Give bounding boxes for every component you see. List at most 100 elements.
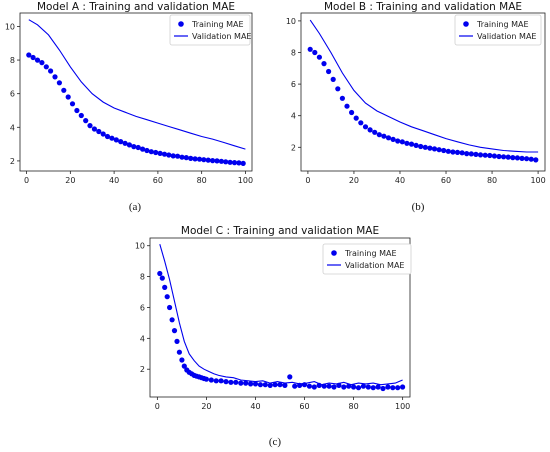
training-mae-point: [306, 383, 312, 389]
training-mae-point: [231, 160, 238, 166]
chart-panel-b: Model B : Training and validation MAE 0 20…: [286, 1, 546, 213]
panel-caption: (a): [129, 201, 142, 213]
training-mae-point: [330, 76, 336, 82]
training-mae-point: [223, 379, 229, 385]
training-mae-point: [400, 384, 406, 390]
training-mae-point: [48, 68, 54, 74]
training-mae-point: [159, 275, 165, 281]
training-mae-point: [43, 64, 49, 70]
training-mae-point: [376, 132, 382, 138]
training-mae-point: [267, 382, 273, 388]
x-tick-label: 20: [201, 402, 211, 411]
training-mae-point: [223, 159, 229, 165]
training-mae-point: [157, 270, 163, 277]
training-mae-point: [496, 153, 502, 160]
training-mae-point: [418, 143, 424, 150]
training-mae-point: [326, 68, 332, 75]
training-mae-point: [519, 155, 525, 161]
validation-mae-line: [28, 19, 246, 150]
training-mae-point: [510, 155, 516, 161]
training-mae-point: [144, 147, 150, 154]
training-mae-point: [339, 95, 345, 101]
x-tick-label: 40: [109, 176, 119, 185]
training-mae-point: [74, 107, 80, 114]
training-mae-point: [218, 158, 224, 164]
training-mae-point: [157, 150, 163, 156]
training-mae-point: [365, 384, 371, 390]
x-tick-label: 100: [395, 402, 410, 411]
training-mae-point: [395, 138, 401, 144]
training-mae-point: [236, 160, 242, 166]
training-mae-point: [201, 157, 207, 163]
training-mae-point: [96, 128, 102, 135]
training-mae-point: [287, 374, 293, 380]
training-mae-point: [218, 378, 224, 384]
training-mae-point: [69, 101, 76, 107]
legend-label: Training MAE: [191, 20, 244, 29]
training-mae-point: [307, 46, 313, 52]
training-mae-point: [375, 384, 381, 390]
y-tick-label: 4: [291, 112, 296, 121]
panel-caption: (b): [412, 201, 425, 213]
training-mae-point: [148, 149, 154, 155]
training-mae-point: [174, 338, 180, 344]
training-mae-point: [528, 156, 534, 162]
x-tick-label: 40: [250, 402, 260, 411]
training-mae-point: [170, 153, 176, 159]
training-mae-point: [491, 153, 497, 159]
training-mae-point: [341, 384, 347, 390]
panel-caption: (c): [269, 436, 282, 448]
training-mae-point: [164, 294, 170, 300]
training-mae-point: [135, 144, 141, 151]
training-mae-point: [210, 158, 216, 164]
training-mae-point: [166, 152, 172, 158]
training-mae-point: [436, 147, 442, 153]
training-mae-point: [100, 131, 106, 137]
training-mae-point: [477, 152, 484, 158]
y-tick-label: 6: [291, 80, 296, 89]
x-tick-label: 60: [299, 402, 309, 411]
training-mae-point: [408, 141, 415, 147]
training-mae-point: [450, 149, 456, 155]
chart-panel-c: Model C : Training and validation MAE 0 20…: [135, 225, 412, 448]
training-mae-point: [131, 144, 137, 150]
training-mae-point: [179, 154, 185, 160]
legend-marker-icon: [463, 21, 469, 27]
training-mae-point: [205, 157, 211, 163]
training-mae-point: [213, 378, 219, 384]
y-tick-label: 4: [10, 123, 15, 132]
training-mae-point: [65, 94, 71, 100]
training-mae-point: [385, 384, 391, 390]
x-tick-label: 80: [348, 402, 358, 411]
training-mae-point: [126, 142, 132, 148]
plot-frame: [149, 237, 411, 398]
training-mae-point: [203, 376, 209, 382]
training-mae-point: [454, 149, 461, 155]
training-mae-point: [169, 317, 175, 323]
training-mae-point: [240, 160, 246, 166]
legend-label: Training MAE: [476, 20, 529, 29]
training-mae-point: [262, 382, 268, 388]
training-mae-point: [140, 146, 146, 152]
y-tick-label: 10: [5, 22, 15, 31]
chart-title: Model A : Training and validation MAE: [37, 1, 235, 13]
training-mae-point: [358, 120, 364, 126]
y-tick-label: 2: [140, 365, 145, 374]
training-mae-point: [431, 146, 438, 152]
y-tick-label: 8: [140, 273, 145, 282]
training-mae-point: [533, 157, 539, 163]
training-mae-point: [153, 149, 159, 156]
training-mae-point: [26, 52, 32, 58]
validation-mae-line: [159, 244, 403, 386]
x-tick-label: 100: [238, 176, 253, 185]
training-mae-point: [208, 377, 214, 383]
training-mae-point: [344, 103, 350, 109]
training-mae-point: [34, 57, 41, 63]
x-tick-label: 80: [487, 176, 497, 185]
training-mae-point: [370, 385, 376, 391]
training-mae-point: [87, 123, 93, 129]
training-mae-point: [505, 154, 511, 160]
training-mae-point: [161, 151, 168, 157]
plot-frame: [19, 12, 253, 172]
training-mae-point: [277, 382, 283, 388]
